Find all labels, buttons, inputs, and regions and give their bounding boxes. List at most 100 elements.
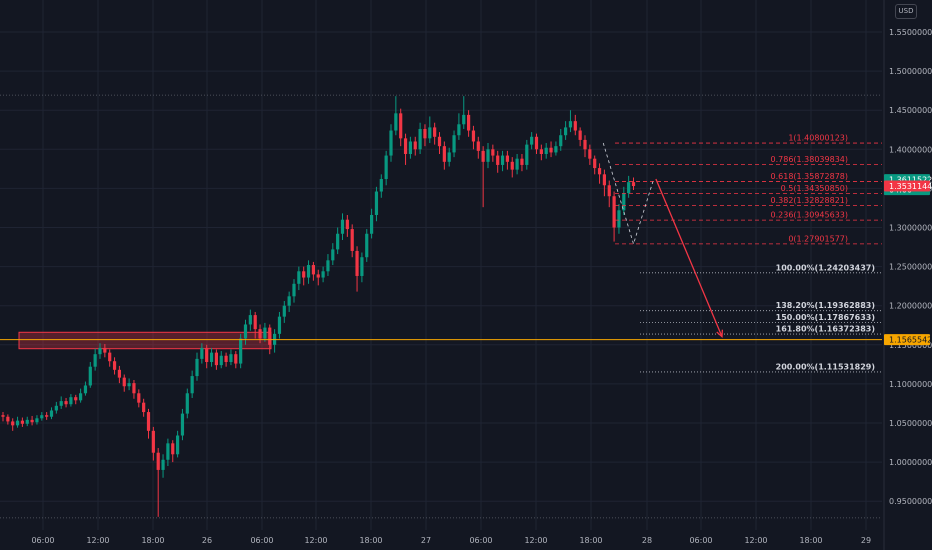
candle-body xyxy=(491,149,495,156)
candle-body xyxy=(467,114,471,131)
candle-body xyxy=(45,415,49,417)
hline-price-label: 1.15655420 xyxy=(889,336,932,345)
candle-body xyxy=(350,229,354,251)
candle-body xyxy=(224,355,228,363)
candle-body xyxy=(530,136,534,145)
time-tick-label: 06:00 xyxy=(250,536,273,545)
fib-level-label: 0.786(1.38039834) xyxy=(771,155,849,164)
candle-body xyxy=(151,430,155,453)
candle-body xyxy=(59,401,63,406)
candle-body xyxy=(20,420,24,424)
candle-body xyxy=(326,260,330,272)
highlight-zone[interactable] xyxy=(18,331,272,350)
fib-level-label: 0(1.27901577) xyxy=(788,234,848,243)
candle-body xyxy=(394,113,398,131)
time-tick-label: 06:00 xyxy=(469,536,492,545)
candle-body xyxy=(137,393,141,403)
time-axis[interactable]: 06:00 12:00 18:00 26 06:00 12:00 18:00 27 06:00 1… xyxy=(31,536,871,545)
candle-body xyxy=(98,347,102,355)
price-tick-label: 1.40000000 xyxy=(889,145,932,154)
candle-body xyxy=(302,271,306,278)
price-axis[interactable]: 1.55000000 1.50000000 1.45000000 1.40000000… xyxy=(889,28,932,506)
candle-body xyxy=(336,233,340,250)
candle-body xyxy=(214,352,218,366)
candle-body xyxy=(30,419,34,423)
price-tick-label: 1.05000000 xyxy=(889,419,932,428)
time-tick-label: 26 xyxy=(202,536,212,545)
candle-body xyxy=(219,355,223,366)
candle-body xyxy=(64,401,68,405)
red-price-label: 1.35311444 xyxy=(889,182,932,191)
price-tick-label: 1.15000000 xyxy=(889,341,932,350)
candle-body xyxy=(11,421,15,426)
price-tick-label: 1.50000000 xyxy=(889,67,932,76)
fib-retracement[interactable]: 1(1.40800123) 0.786(1.38039834) 0.618(1.35… xyxy=(615,134,882,245)
candle-body xyxy=(146,412,151,431)
candle-body xyxy=(103,347,107,353)
candle-body xyxy=(379,179,383,192)
extension-level-label: 138.20%(1.19362883) xyxy=(776,301,875,310)
extension-level-label: 161.80%(1.16372383) xyxy=(776,325,875,334)
candle-body xyxy=(597,168,602,175)
candle-body xyxy=(15,420,20,426)
candle-body xyxy=(462,114,466,125)
time-tick-label: 06:00 xyxy=(689,536,712,545)
candle-body xyxy=(631,182,636,187)
candle-body xyxy=(437,136,442,147)
candle-body xyxy=(588,149,592,159)
arrow-shaft[interactable] xyxy=(655,178,723,337)
candle-body xyxy=(403,138,408,154)
projection-arrow[interactable] xyxy=(655,178,724,339)
candle-body xyxy=(413,141,417,150)
price-tick-label: 1.55000000 xyxy=(889,28,932,37)
candle-body xyxy=(539,149,543,154)
candle-body xyxy=(345,219,349,230)
candle-body xyxy=(554,146,558,153)
fib-level-label: 0.382(1.32828821) xyxy=(771,196,849,205)
candle-body xyxy=(321,271,325,278)
current-price-label: 1.36115228 xyxy=(889,176,932,185)
candle-body xyxy=(389,130,393,156)
candle-body xyxy=(384,155,388,180)
candle-body xyxy=(268,327,272,345)
time-tick-label: 18:00 xyxy=(359,536,382,545)
candle-body xyxy=(229,354,233,363)
candle-body xyxy=(200,347,204,359)
candle-body xyxy=(180,413,185,436)
candle-body xyxy=(578,130,582,140)
candle-body xyxy=(340,219,345,234)
time-tick-label: 18:00 xyxy=(141,536,164,545)
time-tick-label: 12:00 xyxy=(744,536,767,545)
candle-body xyxy=(573,121,577,131)
red-price-tag: 1.35311444 xyxy=(884,180,932,192)
fib-level-label: 0.618(1.35872878) xyxy=(771,172,849,181)
candle-body xyxy=(132,383,136,394)
extension-level-label: 100.00%(1.24203437) xyxy=(776,263,875,272)
candle-body xyxy=(365,233,369,258)
currency-button[interactable]: USD xyxy=(895,4,917,19)
candle-body xyxy=(239,338,243,364)
candle-body xyxy=(476,141,480,151)
extension-level-label: 150.00%(1.17867633) xyxy=(776,313,875,322)
candle-body xyxy=(258,329,262,339)
candle-body xyxy=(564,127,568,136)
candle-body xyxy=(622,193,626,211)
candle-body xyxy=(568,121,573,128)
time-tick-label: 29 xyxy=(861,536,871,545)
candle-body xyxy=(83,385,88,394)
candlestick-series xyxy=(1,96,636,517)
candle-body xyxy=(185,393,189,414)
candle-body xyxy=(583,139,587,150)
candle-body xyxy=(25,419,29,424)
candle-body xyxy=(127,383,131,387)
candle-body xyxy=(355,250,359,276)
candle-body xyxy=(607,185,611,197)
price-tick-label: 1.30000000 xyxy=(889,224,932,233)
candle-body xyxy=(316,274,320,278)
candle-body xyxy=(423,128,427,139)
candle-body xyxy=(559,135,563,147)
fib-extension[interactable]: 100.00%(1.24203437) 138.20%(1.19362883) 15… xyxy=(640,263,882,373)
candle-body xyxy=(248,315,252,325)
